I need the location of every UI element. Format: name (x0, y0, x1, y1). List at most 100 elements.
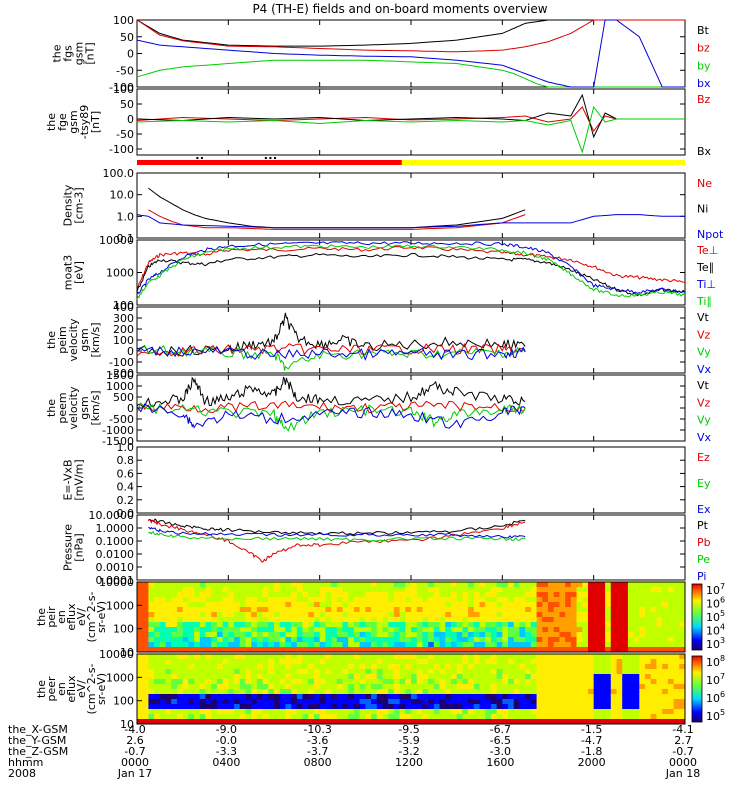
spectrogram-cell (587, 699, 595, 705)
spectrogram-cell (473, 669, 481, 675)
spectrogram-cell (513, 592, 521, 598)
spectrogram-cell (171, 622, 178, 628)
spectrogram-cell (382, 587, 389, 593)
spectrogram-cell (296, 659, 304, 665)
spectrogram-cell (313, 704, 321, 710)
spectrogram-cell (348, 719, 355, 724)
spectrogram-cell (570, 647, 578, 652)
y-tick-label: 0.4 (117, 481, 135, 494)
spectrogram-cell (405, 597, 412, 603)
spectrogram-cell (302, 694, 309, 700)
spectrogram-cell (593, 607, 600, 613)
spectrogram-cell (605, 637, 612, 643)
spectrogram-cell (142, 607, 150, 613)
spectrogram-cell (234, 607, 241, 613)
spectrogram-cell (639, 617, 646, 623)
spectrogram-cell (228, 607, 235, 613)
spectrogram-cell (348, 637, 355, 643)
spectrogram-cell (154, 602, 161, 608)
spectrogram-cell (342, 607, 349, 613)
spectrogram-cell (422, 612, 429, 618)
spectrogram-cell (490, 674, 498, 680)
spectrogram-cell (251, 719, 258, 724)
spectrogram-cell (393, 704, 401, 710)
spectrogram-cell (508, 669, 515, 675)
spectrogram-cell (496, 714, 503, 720)
spectrogram-cell (251, 674, 258, 680)
spectrogram-cell (662, 597, 669, 603)
spectrogram-cell (313, 689, 321, 695)
spectrogram-cell (439, 627, 446, 633)
spectrogram-cell (137, 597, 144, 603)
spectrogram-cell (382, 669, 389, 675)
spectrogram-cell (525, 669, 532, 675)
spectrogram-cell (536, 597, 543, 603)
spectrogram-cell (393, 719, 401, 724)
spectrogram-cell (496, 719, 503, 724)
spectrogram-cell (508, 612, 515, 618)
spectrogram-cell (365, 679, 372, 685)
spectrogram-cell (593, 684, 600, 690)
spectrogram-cell (194, 664, 201, 670)
spectrogram-cell (650, 669, 658, 675)
panel-ylabel-line: [eV] (73, 261, 86, 284)
spectrogram-cell (610, 714, 618, 720)
spectrogram-cell (428, 617, 435, 623)
spectrogram-cell (234, 632, 241, 638)
spectrogram-cell (165, 617, 172, 623)
spectrogram-cell (411, 637, 418, 643)
spectrogram-cell (313, 684, 321, 690)
spectrogram-cell (548, 664, 555, 670)
spectrogram-cell (530, 622, 538, 628)
spectrogram-cell (165, 659, 172, 665)
spectrogram-cell (627, 664, 635, 670)
spectrogram-cell (336, 699, 344, 705)
spectrogram-cell (565, 597, 572, 603)
spectrogram-cell (508, 632, 515, 638)
x-axis-value: -6.7 (490, 723, 511, 736)
spectrogram-cell (559, 602, 566, 608)
spectrogram-cell (610, 597, 618, 603)
spectrogram-cell (576, 689, 583, 695)
spectrogram-cell (154, 582, 161, 588)
spectrogram-cell (656, 642, 663, 648)
spectrogram-cell (279, 689, 287, 695)
spectrogram-cell (376, 694, 384, 700)
spectrogram-cell (422, 627, 429, 633)
spectrogram-cell (148, 679, 155, 685)
spectrogram-cell (313, 627, 321, 633)
spectrogram-cell (291, 582, 298, 588)
spectrogram-cell (667, 664, 675, 670)
spectrogram-cell (456, 647, 463, 652)
spectrogram-cell (587, 582, 595, 588)
spectrogram-cell (165, 709, 172, 715)
spectrogram-cell (154, 714, 161, 720)
spectrogram-cell (416, 719, 424, 724)
spectrogram-cell (274, 597, 281, 603)
spectrogram-cell (399, 664, 406, 670)
spectrogram-cell (353, 659, 361, 665)
spectrogram-cell (199, 709, 207, 715)
spectrogram-cell (513, 664, 521, 670)
spectrogram-cell (422, 679, 429, 685)
spectrogram-cell (462, 642, 469, 648)
spectrogram-cell (182, 637, 189, 643)
spectrogram-cell (662, 587, 669, 593)
spectrogram-cell (456, 622, 463, 628)
spectrogram-cell (667, 582, 675, 588)
legend-entry: Ey (697, 477, 711, 490)
spectrogram-cell (468, 587, 475, 593)
spectrogram-cell (342, 669, 349, 675)
spectrogram-cell (662, 709, 669, 715)
spectrogram-cell (194, 684, 201, 690)
spectrogram-cell (633, 714, 640, 720)
spectrogram-cell (165, 654, 172, 660)
spectrogram-cell (445, 607, 452, 613)
spectrogram-cell (256, 659, 264, 665)
spectrogram-cell (365, 612, 372, 618)
spectrogram-cell (405, 689, 412, 695)
spectrogram-cell (388, 622, 395, 628)
spectrogram-cell (331, 654, 338, 660)
spectrogram-cell (188, 647, 195, 652)
spectrogram-cell (137, 647, 144, 652)
